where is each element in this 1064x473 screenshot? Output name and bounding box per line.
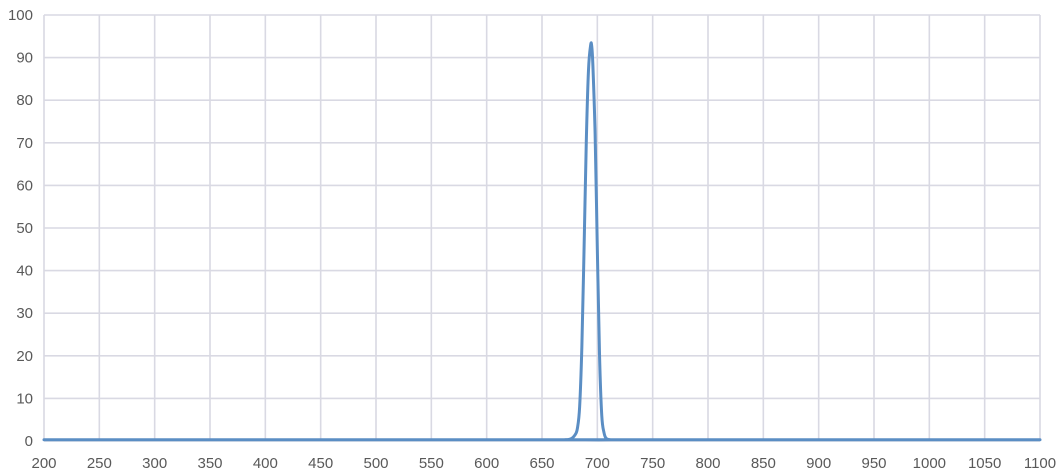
- y-tick-label: 80: [16, 92, 33, 109]
- x-tick-label: 850: [751, 455, 776, 472]
- x-tick-label: 350: [197, 455, 222, 472]
- x-tick-label: 450: [308, 455, 333, 472]
- y-tick-label: 70: [16, 135, 33, 152]
- y-tick-label: 100: [8, 7, 33, 24]
- x-tick-label: 950: [861, 455, 886, 472]
- x-tick-label: 1050: [968, 455, 1001, 472]
- x-tick-label: 700: [585, 455, 610, 472]
- x-tick-label: 750: [640, 455, 665, 472]
- y-tick-label: 10: [16, 390, 33, 407]
- series-line-0: [42, 41, 1042, 442]
- x-tick-label: 500: [363, 455, 388, 472]
- y-tick-label: 90: [16, 50, 33, 67]
- x-tick-label: 250: [87, 455, 112, 472]
- y-tick-label: 50: [16, 220, 33, 237]
- y-tick-label: 60: [16, 177, 33, 194]
- axis-layer: 200 250 300 350 400 450 500 550 600 650 700 750 800 8…: [8, 7, 1056, 472]
- x-tick-label: 600: [474, 455, 499, 472]
- y-tick-label: 30: [16, 305, 33, 322]
- x-tick-label: 300: [142, 455, 167, 472]
- x-tick-label: 400: [253, 455, 278, 472]
- x-tick-label: 650: [529, 455, 554, 472]
- x-tick-label: 1000: [913, 455, 946, 472]
- y-tick-label: 20: [16, 348, 33, 365]
- x-tick-label: 550: [419, 455, 444, 472]
- series-layer: [42, 41, 1042, 442]
- x-tick-label: 1100: [1024, 455, 1056, 472]
- x-tick-label: 200: [31, 455, 56, 472]
- y-tick-label: 40: [16, 263, 33, 280]
- x-tick-label: 900: [806, 455, 831, 472]
- x-tick-label: 800: [695, 455, 720, 472]
- y-tick-label: 0: [25, 433, 33, 450]
- grid-layer: [43, 14, 1041, 442]
